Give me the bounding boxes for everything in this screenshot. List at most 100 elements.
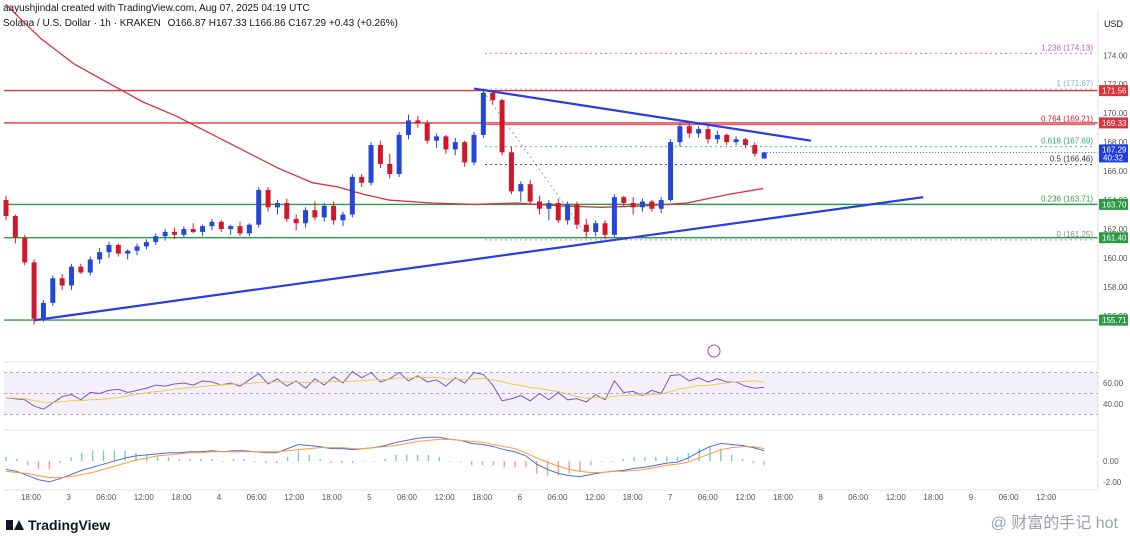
candle-80 <box>752 142 758 157</box>
candle-body-26 <box>246 224 252 234</box>
time-tick-13: 6 <box>518 493 523 502</box>
symbol-line: Solana / U.S. Dollar · 1h · KRAKEN O166.… <box>3 18 398 29</box>
macd-hist-28 <box>308 454 310 462</box>
macd-hist-66 <box>720 448 722 462</box>
tradingview-logo[interactable]: TradingView <box>6 517 110 533</box>
candle-body-41 <box>387 163 393 175</box>
candle-1 <box>12 214 18 244</box>
signal-line <box>5 438 765 479</box>
price-tick-8: 172.00 <box>1103 80 1128 89</box>
candle-body-56 <box>527 184 533 202</box>
macd-hist-12 <box>135 452 137 462</box>
macd-hist-41 <box>449 461 451 462</box>
time-tick-24: 18:00 <box>923 493 944 502</box>
macd-hist-3 <box>37 461 40 470</box>
price-tick-5: 166.00 <box>1103 167 1128 176</box>
macd-hist-54 <box>590 461 592 466</box>
candle-68 <box>639 198 645 212</box>
macd-hist-34 <box>373 461 375 462</box>
candle-body-60 <box>565 204 571 221</box>
candle-body-42 <box>396 134 402 175</box>
candle-50 <box>471 132 477 166</box>
fib-connector <box>483 91 587 236</box>
candle-body-23 <box>218 221 224 230</box>
candle-21 <box>200 224 206 237</box>
candle-body-17 <box>162 231 168 237</box>
time-tick-8: 18:00 <box>322 493 343 502</box>
macd-hist-30 <box>330 461 332 464</box>
macd-hist-26 <box>286 456 289 462</box>
macd-hist-33 <box>362 461 365 462</box>
candle-body-31 <box>293 218 299 224</box>
candle-38 <box>359 174 365 188</box>
candle-body-10 <box>97 252 103 260</box>
candle-body-18 <box>171 231 177 235</box>
level-tag-bg-1 <box>1099 117 1128 129</box>
last-price-tag-bg <box>1099 144 1128 163</box>
candle-body-78 <box>733 139 739 143</box>
candle-10 <box>97 247 103 264</box>
candle-body-64 <box>602 223 608 235</box>
time-tick-3: 12:00 <box>134 493 155 502</box>
candle-body-58 <box>546 202 552 209</box>
time-tick-20: 18:00 <box>773 493 794 502</box>
macd-hist-19 <box>211 459 213 462</box>
candle-25 <box>237 221 243 237</box>
candle-body-12 <box>115 244 121 254</box>
fib-label-1: 1 (171.67) <box>1057 79 1094 88</box>
macd-hist-22 <box>243 459 245 462</box>
macd-hist-48 <box>525 461 527 468</box>
rsi-line <box>5 370 765 410</box>
fib-label-4: 0.5 (166.46) <box>1050 154 1093 163</box>
candle-body-37 <box>349 176 355 215</box>
watermark: @ 财富的手记 hot <box>990 515 1118 532</box>
macd-hist-20 <box>221 461 224 462</box>
candle-23 <box>218 220 224 232</box>
candle-body-25 <box>237 226 243 234</box>
candle-29 <box>274 200 280 215</box>
candle-35 <box>331 201 337 225</box>
candle-30 <box>284 198 290 222</box>
price-tick-1: 158.00 <box>1103 283 1128 292</box>
macd-hist-24 <box>265 461 267 464</box>
candle-43 <box>405 114 411 140</box>
candle-body-11 <box>106 244 112 253</box>
macd-hist-68 <box>741 459 744 462</box>
candle-body-47 <box>443 136 449 150</box>
time-axis: 18:00 3 06:00 12:00 18:00 4 06:00 12:00 18:00 5 06… <box>4 489 1098 502</box>
candle-body-59 <box>555 202 561 221</box>
candle-9 <box>87 256 93 276</box>
candle-body-16 <box>153 236 159 243</box>
time-tick-2: 06:00 <box>96 493 117 502</box>
macd-line <box>5 436 765 483</box>
candle-body-75 <box>705 129 711 140</box>
candle-body-63 <box>593 223 599 232</box>
macd-hist-23 <box>254 461 256 462</box>
symbol-name[interactable]: Solana / U.S. Dollar · 1h · KRAKEN <box>3 18 161 29</box>
candle-body-21 <box>200 226 206 232</box>
candle-body-51 <box>480 92 486 135</box>
macd-hist-9 <box>102 450 105 462</box>
candle-body-4 <box>40 302 46 319</box>
macd-hist-17 <box>189 459 191 462</box>
time-tick-4: 18:00 <box>171 493 192 502</box>
level-tag-4: 155.71 <box>1102 316 1127 325</box>
candle-body-68 <box>639 201 645 208</box>
candle-body-49 <box>462 142 468 163</box>
macd-pane: 0.00 -2.00 <box>4 429 1122 487</box>
candle-body-14 <box>134 246 140 251</box>
macd-hist-31 <box>341 461 343 464</box>
macd-hist-16 <box>178 459 180 462</box>
candle-body-71 <box>668 142 674 201</box>
candle-56 <box>527 179 533 205</box>
level-tag-3: 161.40 <box>1102 234 1127 243</box>
candle-60 <box>565 201 571 225</box>
macd-hist-36 <box>395 454 397 462</box>
macd-hist-44 <box>481 461 484 466</box>
time-tick-21: 8 <box>818 493 823 502</box>
level-tag-bg-3 <box>1099 232 1128 244</box>
fib-label-3: 0.618 (167.69) <box>1041 137 1093 146</box>
candle-48 <box>452 137 458 156</box>
candle-body-38 <box>359 176 365 183</box>
